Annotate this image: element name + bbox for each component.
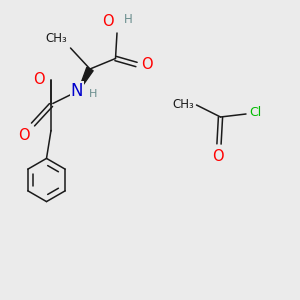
Text: N: N xyxy=(71,82,83,100)
Text: O: O xyxy=(18,128,29,143)
Text: O: O xyxy=(33,72,45,87)
Text: O: O xyxy=(102,14,113,29)
Text: Cl: Cl xyxy=(250,106,262,119)
Polygon shape xyxy=(80,67,93,88)
Text: O: O xyxy=(212,149,223,164)
Text: CH₃: CH₃ xyxy=(172,98,194,112)
Text: H: H xyxy=(89,89,98,99)
Text: CH₃: CH₃ xyxy=(45,32,67,45)
Text: H: H xyxy=(124,14,132,26)
Text: O: O xyxy=(141,57,153,72)
